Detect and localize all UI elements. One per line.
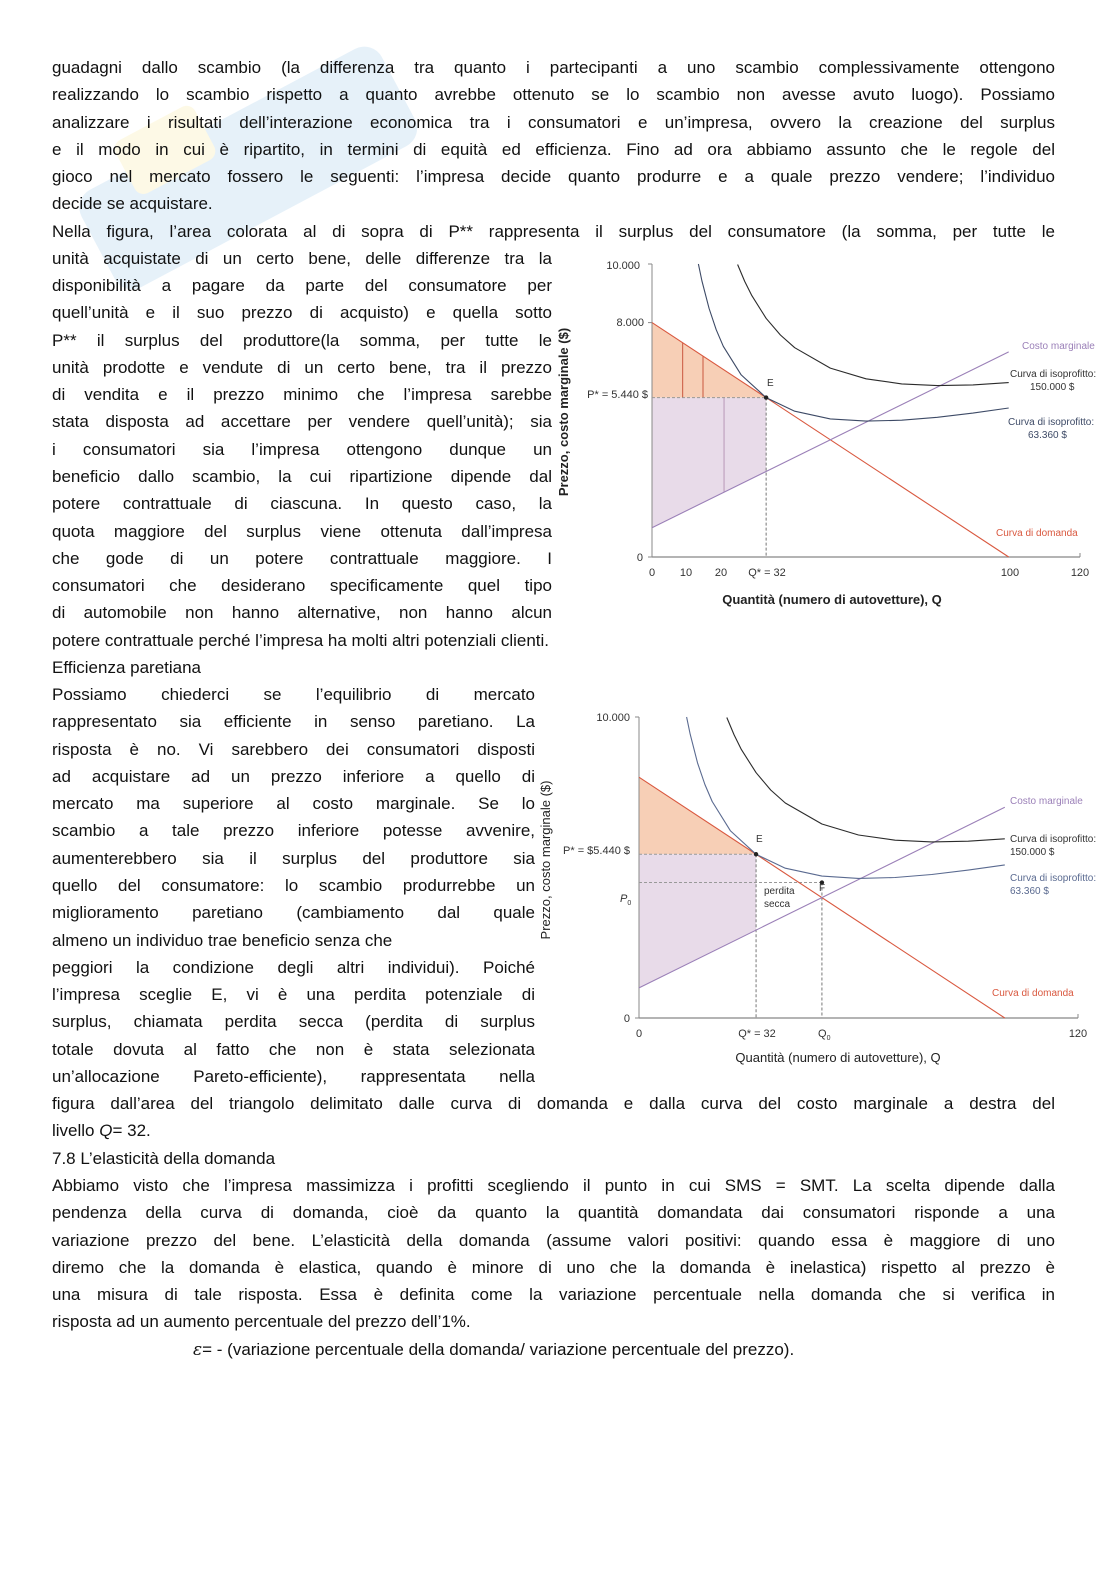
text-line: un’allocazione Pareto-efficiente), rappr… bbox=[52, 1066, 535, 1086]
x-tick-label: 120 bbox=[1069, 1028, 1087, 1040]
document-body: guadagni dallo scambio (la differenza tr… bbox=[52, 54, 1055, 1364]
section-heading-pareto: Efficienza paretiana bbox=[52, 657, 202, 677]
section-heading-elasticity: 7.8 L’elasticità della domanda bbox=[52, 1148, 276, 1168]
text-line: risposta è no. Vi sarebbero dei consumat… bbox=[52, 739, 535, 759]
text-line: i consumatori sia l’impresa ottengono du… bbox=[52, 439, 552, 459]
text-line: Nella figura, l’area colorata al di sopr… bbox=[52, 221, 1055, 241]
paragraph-surplus-end: potere contrattuale perché l’impresa ha … bbox=[52, 627, 1055, 654]
text-line: disponibilità a pagare da parte del cons… bbox=[52, 276, 552, 296]
paragraph-elasticity: Abbiamo visto che l’impresa massimizza i… bbox=[52, 1172, 1055, 1336]
paragraph-pareto-end: figura dall’area del triangolo delimitat… bbox=[52, 1090, 1055, 1117]
text-line: una misura di tale risposta. Essa è defi… bbox=[52, 1285, 1055, 1305]
text-line: variazione prezzo del bene. L’elasticità… bbox=[52, 1230, 1055, 1250]
text-line: realizzando lo scambio rispetto a quanto… bbox=[52, 85, 1055, 105]
text-line: beneficio dallo scambio, la cui ripartiz… bbox=[52, 467, 552, 486]
text-line: peggiori la condizione degli altri indiv… bbox=[52, 957, 535, 977]
text-line: di automobile non hanno alternative, non… bbox=[52, 603, 552, 623]
text-line: unità acquistate di un certo bene, delle… bbox=[52, 248, 552, 268]
text-line: miglioramento paretiano (cambiamento dal… bbox=[52, 903, 535, 923]
text-line: scambio a tale prezzo inferiore potesse … bbox=[52, 821, 535, 841]
text-line: e il modo in cui è ripartito, in termini… bbox=[52, 139, 1055, 159]
text-line: aumenterebbero sia il surplus del produt… bbox=[52, 848, 535, 868]
paragraph-surplus-wrapped: unità acquistate di un certo bene, delle… bbox=[52, 245, 552, 627]
text-line: Possiamo chiederci se l’equilibrio di me… bbox=[52, 685, 535, 705]
elasticity-formula: ε= - (variazione percentuale della doman… bbox=[193, 1339, 795, 1360]
text-line: quell’unità e il suo prezzo di acquisto)… bbox=[52, 303, 552, 323]
text-line: pendenza della curva di domanda, cioè da… bbox=[52, 1203, 1055, 1223]
paragraph-gains-from-trade: guadagni dallo scambio (la differenza tr… bbox=[52, 54, 1055, 218]
text-line: P** il surplus del produttore(la somma, … bbox=[52, 330, 552, 350]
text-line: rappresentato sia efficiente in senso pa… bbox=[52, 712, 535, 732]
paragraph-surplus-intro: Nella figura, l’area colorata al di sopr… bbox=[52, 218, 1055, 245]
text-line: potere contrattuale di ciascuna. In ques… bbox=[52, 494, 552, 514]
text-line: almeno un individuo trae beneficio senza… bbox=[52, 930, 393, 950]
text-line: unità prodotte e vendute di un certo ben… bbox=[52, 357, 552, 377]
text-line: ad acquistare ad un prezzo inferiore a q… bbox=[52, 766, 535, 786]
text-line: che gode di un potere contrattuale maggi… bbox=[52, 548, 552, 568]
text-line: decide se acquistare. bbox=[52, 194, 213, 214]
text-line: diremo che la domanda è elastica, quando… bbox=[52, 1257, 1055, 1277]
text-line: potere contrattuale perché l’impresa ha … bbox=[52, 630, 550, 650]
paragraph-pareto-wrapped: Possiamo chiederci se l’equilibrio di me… bbox=[52, 681, 535, 1090]
text-line: surplus, chiamata perdita secca (perdita… bbox=[52, 1012, 535, 1032]
text-line: quota maggiore del surplus viene ottenut… bbox=[52, 521, 552, 541]
text-line: totale dovuta al fatto che non è stata s… bbox=[52, 1039, 535, 1059]
text-line: di vendita e il prezzo minimo che l’impr… bbox=[52, 385, 552, 405]
x-tick-label: 120 bbox=[1071, 567, 1089, 579]
text-line: stata disposta ad accettare per vendere … bbox=[52, 412, 552, 432]
text-line: l’impresa sceglie E, vi è una perdita po… bbox=[52, 985, 535, 1005]
text-line: mercato ma superiore al costo marginale.… bbox=[52, 794, 535, 814]
text-line: gioco nel mercato fossero le seguenti: l… bbox=[52, 167, 1055, 187]
text-line: Abbiamo visto che l’impresa massimizza i… bbox=[52, 1175, 1055, 1195]
text-line: quello del consumatore: lo scambio produ… bbox=[52, 876, 535, 896]
text-line: risposta ad un aumento percentuale del p… bbox=[52, 1312, 471, 1332]
text-line: guadagni dallo scambio (la differenza tr… bbox=[52, 58, 1055, 77]
text-line: analizzare i risultati dell’interazione … bbox=[52, 112, 1055, 132]
text-line: consumatori che desiderano specificament… bbox=[52, 576, 552, 596]
paragraph-pareto-last-line: livello Q= 32. bbox=[52, 1121, 151, 1141]
text-line: figura dall’area del triangolo delimitat… bbox=[52, 1094, 1055, 1114]
